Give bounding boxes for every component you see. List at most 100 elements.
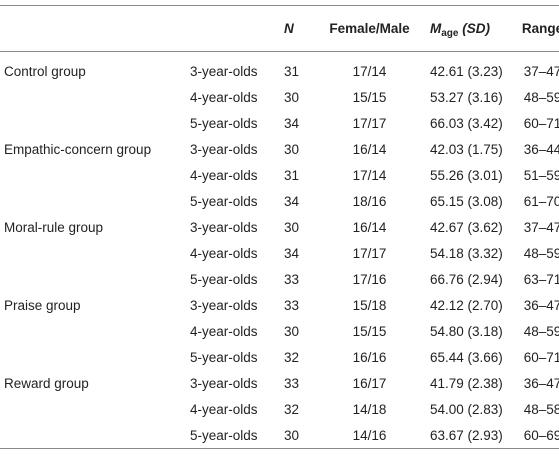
range-cell: 60–71 (523, 349, 559, 365)
age-cell: 5-year-olds (190, 349, 258, 365)
age-cell: 4-year-olds (190, 323, 258, 339)
range-cell: 48–59 (523, 89, 559, 105)
table-row: Empathic-concern group 3-year-olds 30 16/14… (0, 136, 559, 162)
n-cell: 31 (284, 167, 300, 183)
female-male-cell: 16/16 (352, 349, 387, 365)
header-mage: Mage (SD) (428, 6, 515, 52)
female-male-cell: 16/14 (352, 219, 387, 235)
female-male-cell: 17/14 (352, 63, 387, 79)
female-male-cell: 18/16 (352, 193, 387, 209)
range-cell: 36–47 (523, 297, 559, 313)
table-row: 5-year-olds 34 17/17 66.03 (3.42) 60–71 (0, 110, 559, 136)
range-cell: 48–59 (523, 245, 559, 261)
mage-cell: 42.67 (3.62) (430, 219, 503, 235)
female-male-cell: 15/15 (352, 323, 387, 339)
female-male-cell: 17/17 (352, 115, 387, 131)
age-cell: 4-year-olds (190, 167, 258, 183)
table-row: 5-year-olds 33 17/16 66.76 (2.94) 63–71 (0, 266, 559, 292)
range-cell: 60–71 (523, 115, 559, 131)
table-body: Control group 3-year-olds 31 17/14 42.61 (3.… (0, 52, 559, 449)
group-empty-cell (0, 318, 180, 344)
female-male-cell: 15/15 (352, 89, 387, 105)
n-cell: 33 (284, 375, 300, 391)
female-male-cell: 16/14 (352, 141, 387, 157)
n-cell: 30 (284, 323, 300, 339)
n-cell: 30 (284, 89, 300, 105)
n-cell: 30 (284, 219, 300, 235)
table-row: Control group 3-year-olds 31 17/14 42.61 (3.… (0, 52, 559, 85)
female-male-cell: 14/18 (352, 401, 387, 417)
female-male-cell: 14/16 (352, 427, 387, 443)
group-empty-cell (0, 110, 180, 136)
range-cell: 51–59 (523, 167, 559, 183)
female-male-cell: 17/14 (352, 167, 387, 183)
female-male-cell: 17/16 (352, 271, 387, 287)
age-cell: 3-year-olds (190, 141, 258, 157)
table-row: Moral-rule group 3-year-olds 30 16/14 42.67 … (0, 214, 559, 240)
range-cell: 61–70 (523, 193, 559, 209)
group-empty-cell (0, 344, 180, 370)
n-cell: 33 (284, 297, 300, 313)
range-cell: 63–71 (523, 271, 559, 287)
table-row: 4-year-olds 30 15/15 53.27 (3.16) 48–59 (0, 84, 559, 110)
age-cell: 3-year-olds (190, 375, 258, 391)
range-cell: 60–69 (523, 427, 559, 443)
range-cell: 48–58 (523, 401, 559, 417)
table-row: 5-year-olds 30 14/16 63.67 (2.93) 60–69 (0, 422, 559, 449)
n-cell: 33 (284, 271, 300, 287)
mage-cell: 54.80 (3.18) (430, 323, 503, 339)
table-row: Praise group 3-year-olds 33 15/18 42.12 (2.7… (0, 292, 559, 318)
group-name-cell: Moral-rule group (4, 219, 104, 235)
n-cell: 32 (284, 349, 300, 365)
n-cell: 34 (284, 245, 300, 261)
group-empty-cell (0, 84, 180, 110)
header-group (0, 6, 180, 52)
group-empty-cell (0, 422, 180, 449)
mage-cell: 66.03 (3.42) (430, 115, 503, 131)
group-name-cell: Control group (4, 63, 86, 79)
header-mage-sub: age (441, 28, 459, 39)
range-cell: 48–59 (523, 323, 559, 339)
mage-cell: 42.12 (2.70) (430, 297, 503, 313)
n-cell: 32 (284, 401, 300, 417)
header-female-male: Female/Male (329, 21, 410, 36)
header-mage-m: M (430, 21, 442, 36)
female-male-cell: 15/18 (352, 297, 387, 313)
table-row: Reward group 3-year-olds 33 16/17 41.79 (2.3… (0, 370, 559, 396)
table-row: 4-year-olds 32 14/18 54.00 (2.83) 48–58 (0, 396, 559, 422)
group-name-cell: Reward group (4, 375, 89, 391)
n-cell: 31 (284, 63, 300, 79)
female-male-cell: 16/17 (352, 375, 387, 391)
mage-cell: 65.44 (3.66) (430, 349, 503, 365)
header-age (180, 6, 284, 52)
group-empty-cell (0, 240, 180, 266)
age-cell: 5-year-olds (190, 115, 258, 131)
participants-table: N Female/Male Mage (SD) Range Control gr… (0, 5, 559, 449)
table-row: 4-year-olds 34 17/17 54.18 (3.32) 48–59 (0, 240, 559, 266)
range-cell: 37–47 (523, 63, 559, 79)
table-row: 5-year-olds 34 18/16 65.15 (3.08) 61–70 (0, 188, 559, 214)
group-empty-cell (0, 188, 180, 214)
n-cell: 30 (284, 141, 300, 157)
header-range: Range (521, 21, 559, 36)
n-cell: 34 (284, 115, 300, 131)
mage-cell: 53.27 (3.16) (430, 89, 503, 105)
range-cell: 37–47 (523, 219, 559, 235)
age-cell: 3-year-olds (190, 219, 258, 235)
range-cell: 36–44 (523, 141, 559, 157)
age-cell: 5-year-olds (190, 427, 258, 443)
table-row: 4-year-olds 30 15/15 54.80 (3.18) 48–59 (0, 318, 559, 344)
age-cell: 3-year-olds (190, 297, 258, 313)
mage-cell: 42.03 (1.75) (430, 141, 503, 157)
group-empty-cell (0, 396, 180, 422)
mage-cell: 55.26 (3.01) (430, 167, 503, 183)
group-name-cell: Empathic-concern group (4, 141, 152, 157)
mage-cell: 41.79 (2.38) (430, 375, 503, 391)
group-name-cell: Praise group (4, 297, 81, 313)
header-mage-sd: (SD) (462, 21, 490, 36)
mage-cell: 42.61 (3.23) (430, 63, 503, 79)
group-empty-cell (0, 266, 180, 292)
age-cell: 4-year-olds (190, 245, 258, 261)
mage-cell: 63.67 (2.93) (430, 427, 503, 443)
